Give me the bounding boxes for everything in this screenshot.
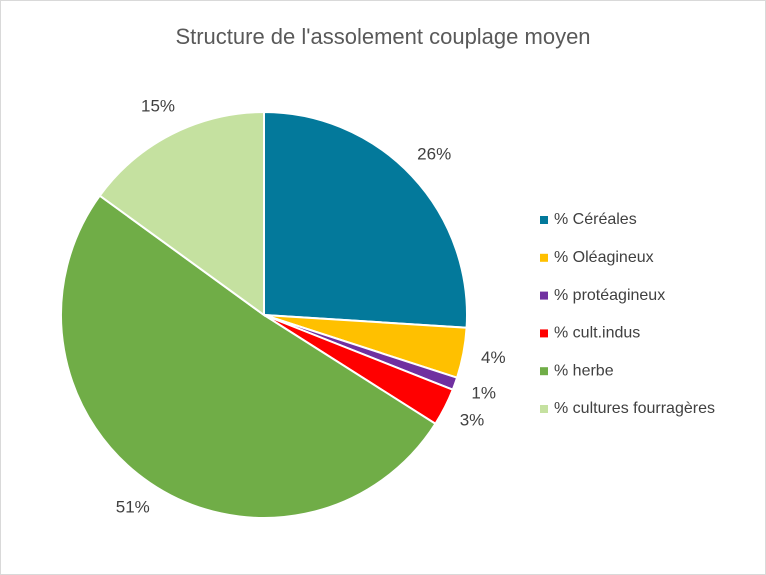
data-label: 1% [471, 384, 496, 403]
data-label: 3% [460, 410, 485, 429]
data-label: 4% [481, 348, 506, 367]
legend-swatch [540, 216, 548, 224]
legend-label: % herbe [554, 362, 614, 379]
legend-label: % Oléagineux [554, 249, 654, 266]
legend-swatch [540, 367, 548, 376]
legend-label: % protéagineux [554, 287, 665, 304]
legend-label: % Céréales [554, 211, 637, 228]
data-label: 26% [417, 145, 451, 164]
legend-swatch [540, 329, 548, 338]
legend-swatch [540, 253, 548, 262]
legend-swatch [540, 405, 548, 413]
pie-slice [263, 110, 468, 329]
pie-slice [98, 110, 265, 317]
data-label: 51% [116, 498, 150, 517]
legend-label: % cult.indus [554, 325, 640, 342]
legend-swatch [540, 291, 548, 300]
data-label: 15% [141, 96, 175, 115]
chart-title: Structure de l'assolement couplage moyen [175, 24, 590, 49]
pie-slice [60, 194, 437, 519]
legend-label: % cultures fourragères [554, 400, 715, 417]
